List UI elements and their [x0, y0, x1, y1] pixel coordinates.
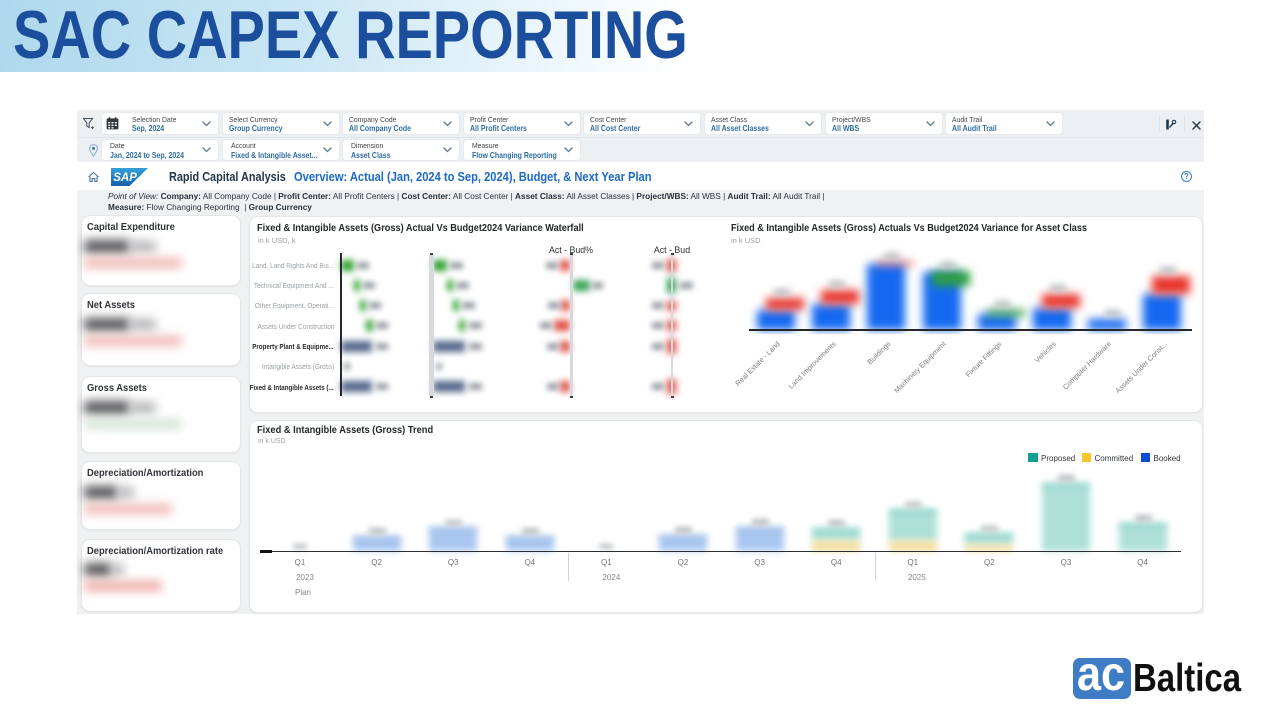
svg-text:SAP: SAP: [113, 171, 137, 184]
